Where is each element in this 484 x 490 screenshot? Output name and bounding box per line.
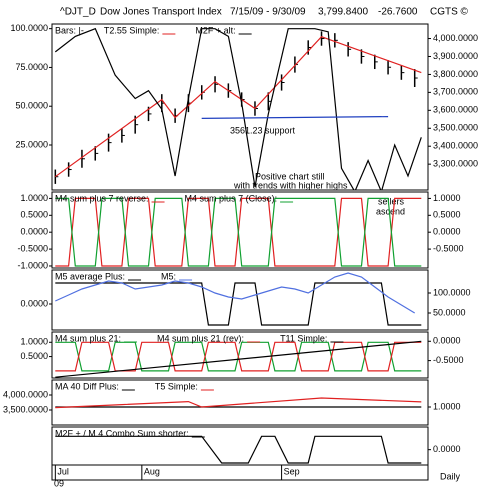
- year-label: 09: [54, 478, 64, 488]
- y-tick-label: 0.5000: [20, 351, 48, 361]
- y2-tick-label: 1.0000: [433, 401, 461, 411]
- panel-frame: [51, 191, 429, 269]
- y-tick-label: 1.0000: [20, 193, 48, 203]
- y2-tick-label: 100.0000: [433, 287, 471, 297]
- y2-tick-label: 3,700.0000: [433, 87, 478, 97]
- series-line: [55, 197, 422, 267]
- y-tick-label: 0.5000: [20, 210, 48, 220]
- y2-tick-label: 3,800.0000: [433, 69, 478, 79]
- series-line: [201, 116, 389, 119]
- panel-frame: [51, 331, 429, 379]
- panel-frame: [51, 269, 429, 331]
- y2-tick-label: 3,300.0000: [433, 159, 478, 169]
- legend-label: M5:: [161, 271, 176, 281]
- legend-label: T11 Simple:: [280, 333, 327, 343]
- legend-label: T2.55 Simple:: [104, 25, 160, 35]
- y2-tick-label: 3,600.0000: [433, 105, 478, 115]
- annotation: with trends with higher highs: [233, 180, 348, 190]
- x-axis-frame: [51, 464, 429, 481]
- y-tick-label: 75.0000: [15, 62, 48, 72]
- panel-plot: [55, 435, 422, 464]
- y-tick-label: -0.5000: [17, 243, 48, 253]
- y2-tick-label: 4,000.0000: [433, 33, 478, 43]
- series-line: [55, 340, 422, 378]
- series-line: [55, 397, 422, 409]
- y2-tick-label: -0.5000: [433, 243, 464, 253]
- credit: CGTS ©: [430, 7, 469, 18]
- y2-tick-label: -0.5000: [433, 355, 464, 365]
- y2-tick-label: 3,900.0000: [433, 51, 478, 61]
- index-name: Dow Jones Transport Index: [100, 7, 222, 18]
- y-tick-label: 4,000.0000: [3, 389, 48, 399]
- legend-label: M2F + / M 4 Combo Sum shorter:: [55, 428, 189, 438]
- y-tick-label: 0.0000: [20, 227, 48, 237]
- legend-label: MA 40 Diff Plus:: [55, 381, 119, 391]
- series-line: [55, 282, 422, 326]
- y2-tick-label: 0.0000: [433, 227, 461, 237]
- y2-tick-label: 0.0000: [433, 336, 461, 346]
- annotation: Positive chart still: [255, 171, 325, 181]
- y-tick-label: 50.0000: [15, 101, 48, 111]
- y2-tick-label: 3,400.0000: [433, 141, 478, 151]
- legend-label: M2F + alt:: [195, 25, 235, 35]
- series-line: [54, 36, 422, 178]
- legend-label: M4 sum plus 7 (Close):: [185, 193, 278, 203]
- y2-tick-label: 1.0000: [433, 193, 461, 203]
- legend-label: M4 sum plus 21 (rev):: [157, 333, 244, 343]
- y-tick-label: 100.0000: [10, 23, 48, 33]
- y2-tick-label: 0.0000: [433, 444, 461, 454]
- y2-tick-label: 3,500.0000: [433, 123, 478, 133]
- series-line: [54, 27, 422, 190]
- legend-label: M5 average Plus:: [55, 271, 125, 281]
- y-tick-label: 0.0000: [20, 298, 48, 308]
- last-price: 3,799.8400: [318, 7, 368, 18]
- change: -26.7600: [378, 7, 418, 18]
- y-tick-label: -1.0000: [17, 260, 48, 270]
- x-tick-label: Jul: [57, 466, 69, 476]
- series-line: [55, 435, 422, 464]
- y-tick-label: 1.0000: [20, 337, 48, 347]
- y2-tick-label: 50.0000: [433, 307, 466, 317]
- x-tick-label: Sep: [284, 466, 300, 476]
- legend-label: M4 sum plus 21:: [55, 333, 121, 343]
- annotation: sellers: [378, 196, 405, 206]
- y-tick-label: 25.0000: [15, 139, 48, 149]
- symbol: ^DJT_D: [60, 7, 96, 18]
- date-range: 7/15/09 - 9/30/09: [230, 7, 306, 18]
- x-tick-label: Aug: [144, 466, 160, 476]
- series-line: [55, 272, 416, 314]
- y-tick-label: 3,500.0000: [3, 404, 48, 414]
- legend-label: Bars: |-: [55, 25, 84, 35]
- legend-label: M4 sum plus 7 reverse:: [55, 193, 149, 203]
- panel-plot: [55, 397, 422, 409]
- interval-label: Daily: [440, 471, 461, 481]
- panel-plot: [55, 340, 422, 378]
- annotation: 3561.23 support: [230, 125, 296, 135]
- panel-frame: [51, 379, 429, 426]
- annotation: ascend: [376, 206, 405, 216]
- panel-frame: [51, 23, 429, 191]
- y2-tick-label: 0.5000: [433, 210, 461, 220]
- panel-plot: [54, 27, 422, 190]
- panel-plot: [55, 272, 422, 326]
- panel-plot: [55, 197, 422, 267]
- legend-label: T5 Simple:: [155, 381, 198, 391]
- series-line: [55, 197, 422, 267]
